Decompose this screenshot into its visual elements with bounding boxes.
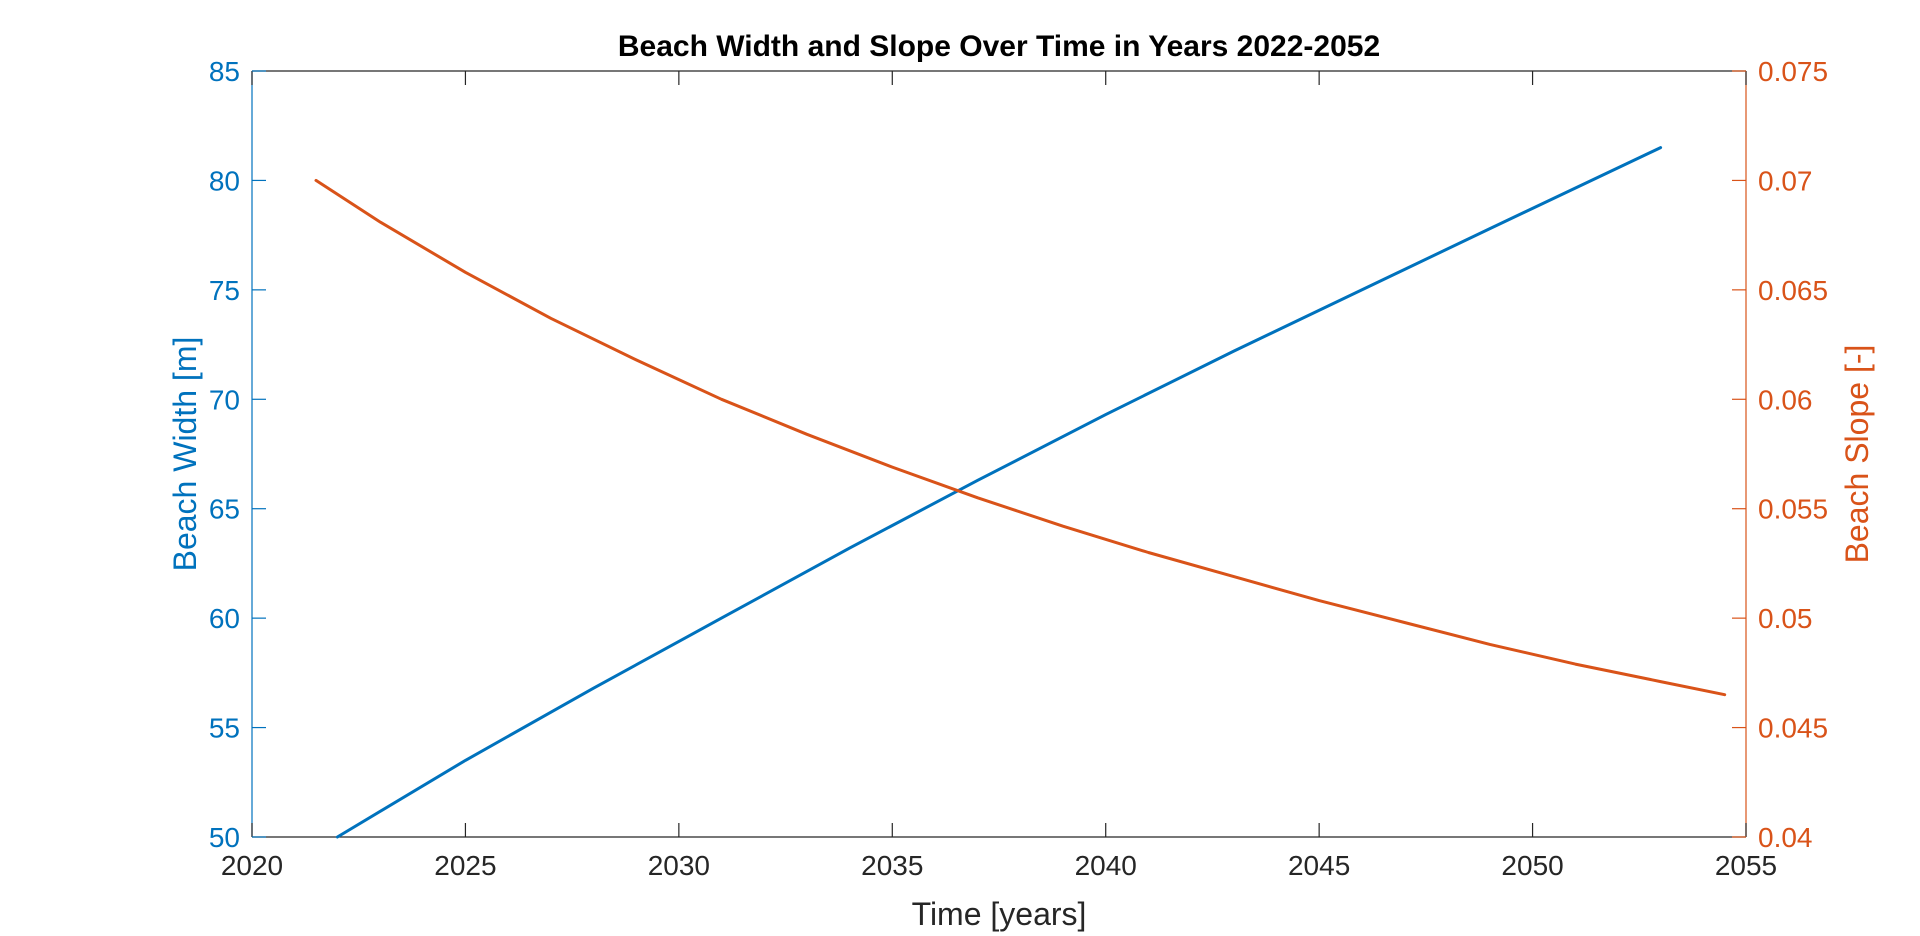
right-y-tick-label: 0.07 [1758,165,1813,196]
x-tick-label: 2030 [648,850,710,881]
beach-width-line [335,146,1663,839]
x-tick-label: 2055 [1715,850,1777,881]
left-y-tick-label: 55 [209,713,240,744]
plot-area: 2020 2025 2030 2035 2040 2045 2050 2055 50 55 60 65… [209,56,1828,881]
left-y-tick-label: 75 [209,275,240,306]
right-y-tick-label: 0.06 [1758,384,1813,415]
x-tick-label: 2050 [1501,850,1563,881]
x-tick-label: 2040 [1075,850,1137,881]
right-y-tick-label: 0.065 [1758,275,1828,306]
right-y-tick-label: 0.04 [1758,822,1813,853]
left-y-tick-label: 85 [209,56,240,87]
beach-slope-line [314,178,1727,697]
right-y-tick-label: 0.05 [1758,603,1813,634]
left-y-tick-label: 50 [209,822,240,853]
left-y-tick-label: 80 [209,165,240,196]
right-y-tick-label: 0.045 [1758,713,1828,744]
chart-title: Beach Width and Slope Over Time in Years… [618,30,1380,63]
x-tick-label: 2035 [861,850,923,881]
x-tick-label: 2020 [221,850,283,881]
right-y-axis-label: Beach Slope [-] [1839,345,1875,564]
left-y-tick-label: 70 [209,384,240,415]
x-tick-label: 2025 [434,850,496,881]
left-y-axis-label: Beach Width [m] [167,337,203,572]
right-y-tick-label: 0.055 [1758,494,1828,525]
right-y-tick-label: 0.075 [1758,56,1828,87]
x-tick-label: 2045 [1288,850,1350,881]
left-y-tick-label: 65 [209,494,240,525]
x-axis-label: Time [years] [912,896,1087,932]
left-y-tick-label: 60 [209,603,240,634]
